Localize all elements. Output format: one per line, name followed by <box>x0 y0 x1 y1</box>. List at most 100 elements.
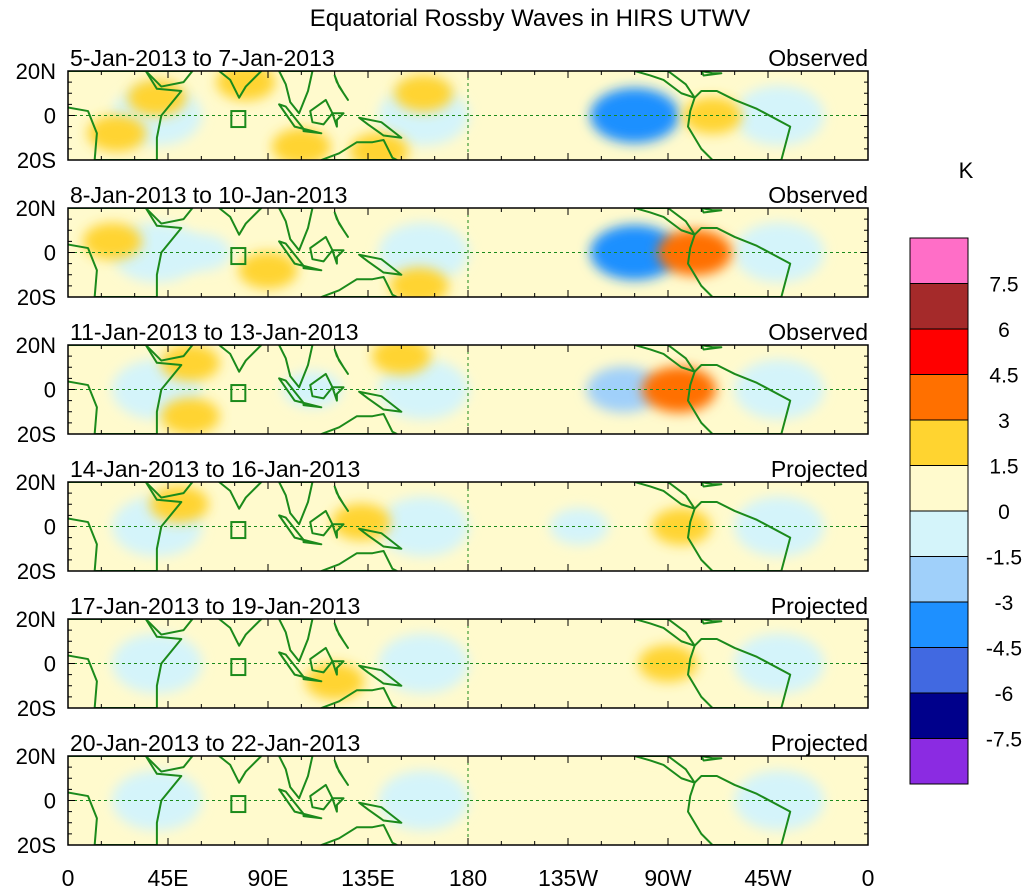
coastline-java <box>302 401 323 409</box>
colorbar-swatch <box>909 692 969 739</box>
colorbar-swatch <box>909 237 969 284</box>
coastline-philippines <box>333 485 349 512</box>
coastline-arabia <box>144 619 194 636</box>
x-tick-label: 135W <box>538 865 598 890</box>
coastline-philippines <box>333 74 349 101</box>
coastline-sulawesi <box>331 523 345 539</box>
background-band <box>734 633 825 694</box>
coastline-caribbean <box>700 756 723 762</box>
coastline-camerica <box>633 756 696 784</box>
x-tick-label: 45E <box>148 865 189 890</box>
y-tick-label: 0 <box>44 652 56 677</box>
coastline-caribbean <box>700 71 723 77</box>
anomaly-feature <box>160 345 220 382</box>
x-tick-label: 90W <box>644 865 692 890</box>
anomaly-feature <box>321 762 371 794</box>
anomaly-feature <box>282 371 342 408</box>
coastline-india <box>218 482 263 510</box>
colorbar-swatch <box>909 601 969 648</box>
y-tick-label: 20N <box>16 607 56 632</box>
panels-group: 20N 0 20S 5-Jan-2013 to 7-Jan-2013 Observed 2… <box>16 45 869 858</box>
coastline-borneo <box>309 509 334 537</box>
colorbar-label: 6 <box>998 319 1010 342</box>
coastline-java <box>302 812 323 820</box>
colorbar-swatch <box>909 465 969 512</box>
colorbar-label: 7.5 <box>989 274 1018 297</box>
coastline-arabia <box>144 71 194 88</box>
reference-box <box>230 521 247 540</box>
panel-status: Projected <box>771 730 868 756</box>
coastline-java <box>302 675 323 683</box>
anomaly-feature <box>349 132 409 160</box>
y-tick-label: 20N <box>16 744 56 769</box>
anomaly-feature <box>642 366 717 413</box>
anomaly-feature <box>487 796 537 828</box>
coastline-india <box>218 619 263 647</box>
background-band <box>734 85 825 146</box>
x-axis: 0 45E 90E 135E 180 135W 90W 45W 0 <box>62 865 875 890</box>
panel-status: Observed <box>768 182 868 208</box>
panel-date-range: 17-Jan-2013 to 19-Jan-2013 <box>70 593 360 619</box>
coastline-java <box>302 127 323 135</box>
coastline-seasia <box>278 71 314 115</box>
coastline-sulawesi <box>331 386 345 402</box>
reference-box <box>230 384 247 403</box>
coastline-arabia <box>144 756 194 773</box>
coastline-newguinea <box>358 801 403 824</box>
anomaly-feature <box>238 251 298 289</box>
coastline-india <box>218 71 263 99</box>
panel-date-range: 8-Jan-2013 to 10-Jan-2013 <box>70 182 347 208</box>
coastline-borneo <box>309 646 334 674</box>
anomaly-feature <box>586 366 661 413</box>
coastline-seasia <box>278 208 314 252</box>
anomaly-feature <box>160 397 220 434</box>
y-tick-label: 0 <box>44 378 56 403</box>
anomaly-feature <box>331 503 391 541</box>
colorbar-swatch <box>909 328 969 375</box>
reference-box <box>230 795 247 814</box>
panel-status: Projected <box>771 456 868 482</box>
y-tick-label: 20S <box>17 559 56 584</box>
background-band <box>734 496 825 557</box>
coastline-camerica <box>633 482 696 510</box>
y-tick-label: 0 <box>44 241 56 266</box>
panel-1: 20N 0 20S 5-Jan-2013 to 7-Jan-2013 Observed <box>16 45 869 173</box>
coastline-camerica <box>633 208 696 236</box>
reference-box <box>230 247 247 266</box>
background-band <box>734 222 825 283</box>
coastline-sulawesi <box>331 660 345 676</box>
y-tick-label: 20S <box>17 422 56 447</box>
anomaly-feature <box>87 114 147 152</box>
panel-status: Observed <box>768 45 868 71</box>
y-tick-label: 20S <box>17 696 56 721</box>
coastline-india <box>218 345 263 373</box>
coastline-philippines <box>333 759 349 786</box>
x-tick-label: 45W <box>744 865 792 890</box>
reference-box <box>230 110 247 129</box>
coastline-india <box>218 756 263 784</box>
coastline-arabia <box>144 208 194 225</box>
coastline-sulawesi <box>331 797 345 813</box>
x-tick-label: 180 <box>449 865 487 890</box>
y-tick-label: 0 <box>44 104 56 129</box>
x-tick-label: 90E <box>248 865 289 890</box>
anomaly-feature <box>389 267 449 297</box>
colorbar-label: 4.5 <box>989 365 1018 388</box>
panel-date-range: 5-Jan-2013 to 7-Jan-2013 <box>70 45 335 71</box>
y-tick-label: 0 <box>44 789 56 814</box>
colorbar-swatch <box>909 283 969 330</box>
colorbar-label: 3 <box>998 410 1010 433</box>
y-tick-label: 20N <box>16 59 56 84</box>
background-band <box>734 359 825 420</box>
coastline-samerica <box>687 90 792 160</box>
coastline-java <box>302 264 323 272</box>
colorbar-swatch <box>909 374 969 421</box>
coastline-samerica <box>687 501 792 571</box>
colorbar-swatch <box>909 647 969 694</box>
anomaly-feature <box>82 222 142 260</box>
coastline-borneo <box>309 98 334 126</box>
coastline-java <box>302 538 323 546</box>
coastline-samerica <box>687 364 792 434</box>
coastline-seasia <box>278 619 314 663</box>
colorbar-label: 1.5 <box>989 456 1018 479</box>
